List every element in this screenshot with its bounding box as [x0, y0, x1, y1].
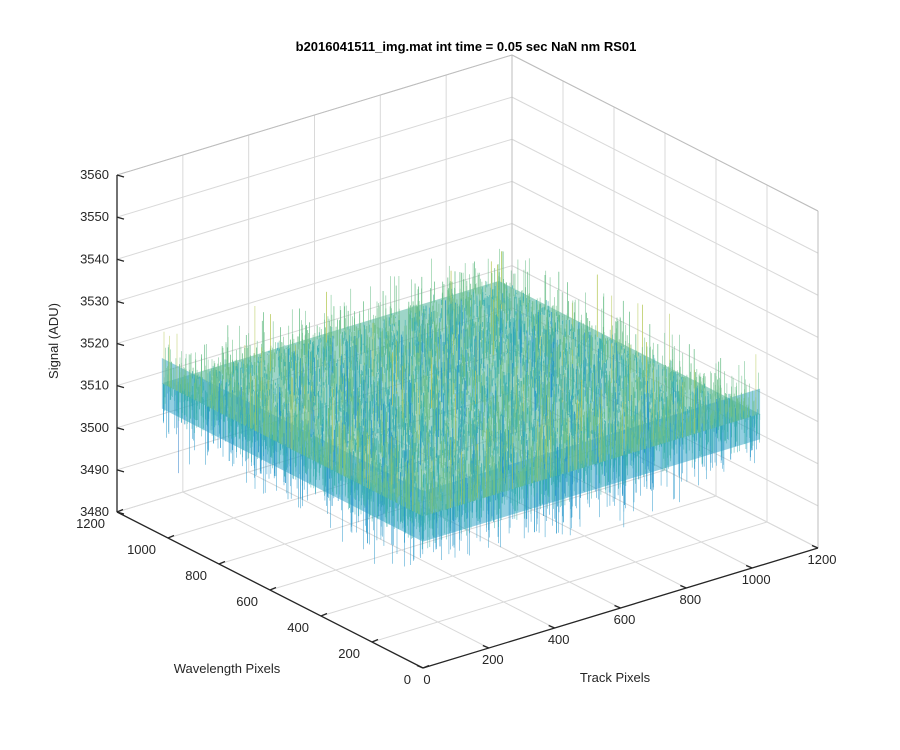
- wall-gridline: [116, 223, 513, 344]
- wall-gridline: [116, 138, 513, 260]
- wall-gridline: [116, 265, 513, 387]
- wall-gridline: [116, 96, 513, 218]
- floor-gridline: [371, 521, 768, 643]
- surface-layer: [161, 248, 761, 567]
- wall-gridline: [116, 180, 513, 302]
- box-edge: [116, 54, 513, 176]
- wall-gridline: [511, 138, 819, 296]
- box-edge: [511, 54, 819, 212]
- floor-gridline: [320, 495, 717, 617]
- wall-gridline: [511, 180, 819, 338]
- wall-gridline: [511, 223, 819, 380]
- wall-gridline: [511, 96, 819, 254]
